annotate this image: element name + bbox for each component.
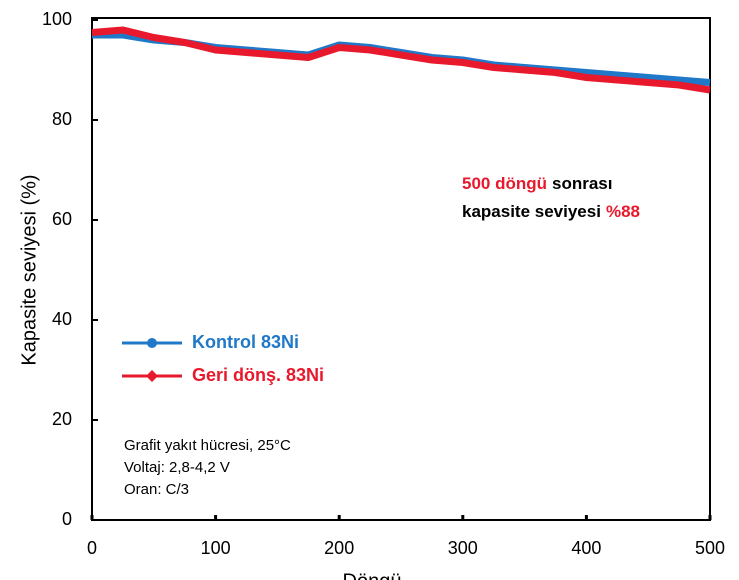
- x-axis-label: Döngü: [343, 570, 402, 580]
- legend-label: Kontrol 83Ni: [192, 332, 299, 352]
- y-tick-label: 100: [42, 9, 72, 29]
- legend-marker: [147, 338, 157, 348]
- y-tick-label: 60: [52, 209, 72, 229]
- y-tick-label: 80: [52, 109, 72, 129]
- annotation: kapasite seviyesi %88: [462, 202, 640, 221]
- annotation-part: sonrası: [552, 174, 612, 193]
- note: Voltaj: 2,8-4,2 V: [124, 459, 230, 476]
- legend-label: Geri dönş. 83Ni: [192, 365, 324, 385]
- y-axis-label: Kapasite seviyesi (%): [18, 174, 40, 365]
- annotation-part: kapasite seviyesi: [462, 202, 601, 221]
- x-tick-label: 500: [695, 538, 725, 558]
- y-tick-label: 20: [52, 409, 72, 429]
- y-tick-label: 40: [52, 309, 72, 329]
- plot-frame: [91, 17, 711, 521]
- legend-marker: [146, 370, 158, 382]
- note: Grafit yakıt hücresi, 25°C: [124, 437, 291, 454]
- note: Oran: C/3: [124, 481, 189, 498]
- x-tick-label: 100: [201, 538, 231, 558]
- x-tick-label: 300: [448, 538, 478, 558]
- y-tick-label: 0: [62, 509, 72, 529]
- annotation-part: 500 döngü: [462, 174, 547, 193]
- annotation: 500 döngü sonrası: [462, 174, 613, 193]
- x-tick-label: 400: [571, 538, 601, 558]
- series-line: [91, 26, 711, 94]
- annotation-part: %88: [606, 202, 640, 221]
- x-tick-label: 0: [87, 538, 97, 558]
- x-tick-label: 200: [324, 538, 354, 558]
